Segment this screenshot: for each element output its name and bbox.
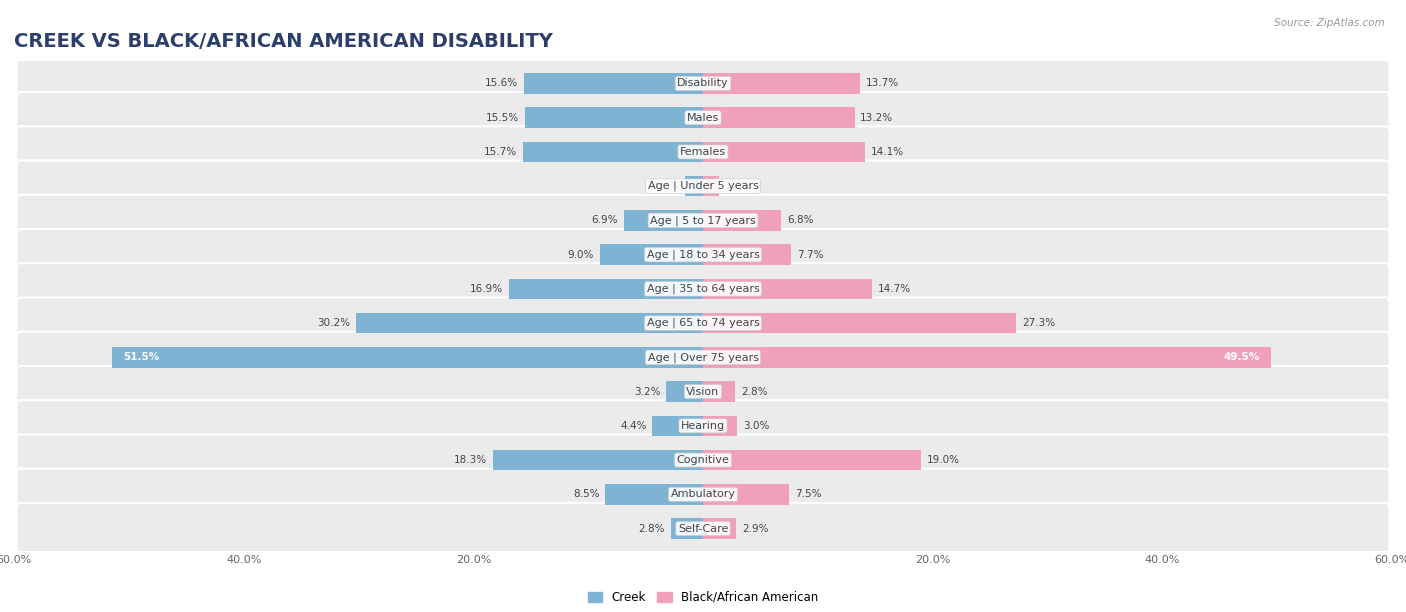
Bar xyxy=(703,73,860,94)
Bar xyxy=(703,518,737,539)
Text: 3.2%: 3.2% xyxy=(634,387,661,397)
Text: 9.0%: 9.0% xyxy=(568,250,593,259)
Bar xyxy=(624,210,703,231)
Text: 6.9%: 6.9% xyxy=(592,215,619,225)
Text: 2.8%: 2.8% xyxy=(741,387,768,397)
Text: 14.1%: 14.1% xyxy=(870,147,904,157)
Bar xyxy=(703,381,735,402)
Bar xyxy=(509,278,703,299)
Bar xyxy=(703,244,792,265)
Bar xyxy=(703,278,872,299)
Text: 27.3%: 27.3% xyxy=(1022,318,1056,328)
Text: Hearing: Hearing xyxy=(681,421,725,431)
Text: 1.6%: 1.6% xyxy=(652,181,679,191)
Bar xyxy=(703,108,855,128)
Text: Ambulatory: Ambulatory xyxy=(671,490,735,499)
Bar xyxy=(666,381,703,402)
Text: 18.3%: 18.3% xyxy=(454,455,486,465)
Bar xyxy=(671,518,703,539)
Text: Age | Under 5 years: Age | Under 5 years xyxy=(648,181,758,192)
Text: 19.0%: 19.0% xyxy=(927,455,960,465)
Text: 15.6%: 15.6% xyxy=(485,78,519,89)
Text: 2.9%: 2.9% xyxy=(742,523,769,534)
Legend: Creek, Black/African American: Creek, Black/African American xyxy=(583,586,823,608)
Text: Females: Females xyxy=(681,147,725,157)
Bar xyxy=(494,450,703,471)
Bar xyxy=(703,416,738,436)
Text: 6.8%: 6.8% xyxy=(787,215,813,225)
FancyBboxPatch shape xyxy=(17,297,1389,349)
FancyBboxPatch shape xyxy=(17,469,1389,520)
Text: Age | 5 to 17 years: Age | 5 to 17 years xyxy=(650,215,756,226)
Text: Age | 35 to 64 years: Age | 35 to 64 years xyxy=(647,283,759,294)
Bar xyxy=(703,141,865,162)
FancyBboxPatch shape xyxy=(17,195,1389,246)
Text: Age | 18 to 34 years: Age | 18 to 34 years xyxy=(647,250,759,260)
Bar xyxy=(703,484,789,504)
FancyBboxPatch shape xyxy=(17,400,1389,452)
FancyBboxPatch shape xyxy=(17,229,1389,280)
Text: Self-Care: Self-Care xyxy=(678,523,728,534)
Bar xyxy=(685,176,703,196)
Bar xyxy=(523,141,703,162)
Text: 8.5%: 8.5% xyxy=(574,490,599,499)
FancyBboxPatch shape xyxy=(17,332,1389,383)
Text: 15.7%: 15.7% xyxy=(484,147,517,157)
FancyBboxPatch shape xyxy=(17,263,1389,315)
Text: 30.2%: 30.2% xyxy=(318,318,350,328)
Text: Disability: Disability xyxy=(678,78,728,89)
Text: 51.5%: 51.5% xyxy=(124,353,159,362)
Bar xyxy=(703,313,1017,334)
Text: Males: Males xyxy=(688,113,718,122)
Text: 15.5%: 15.5% xyxy=(486,113,519,122)
Text: 7.5%: 7.5% xyxy=(794,490,821,499)
Text: 16.9%: 16.9% xyxy=(470,284,503,294)
Text: 49.5%: 49.5% xyxy=(1223,353,1260,362)
Bar xyxy=(599,244,703,265)
Text: Source: ZipAtlas.com: Source: ZipAtlas.com xyxy=(1274,18,1385,28)
Text: 4.4%: 4.4% xyxy=(620,421,647,431)
Text: Vision: Vision xyxy=(686,387,720,397)
FancyBboxPatch shape xyxy=(17,92,1389,143)
Bar xyxy=(606,484,703,504)
Bar xyxy=(703,347,1271,368)
Bar xyxy=(524,108,703,128)
Bar xyxy=(524,73,703,94)
FancyBboxPatch shape xyxy=(17,366,1389,417)
FancyBboxPatch shape xyxy=(17,58,1389,109)
Text: CREEK VS BLACK/AFRICAN AMERICAN DISABILITY: CREEK VS BLACK/AFRICAN AMERICAN DISABILI… xyxy=(14,32,553,51)
Text: Age | 65 to 74 years: Age | 65 to 74 years xyxy=(647,318,759,329)
Text: 7.7%: 7.7% xyxy=(797,250,824,259)
Text: Age | Over 75 years: Age | Over 75 years xyxy=(648,352,758,362)
Bar xyxy=(652,416,703,436)
Text: 3.0%: 3.0% xyxy=(744,421,769,431)
FancyBboxPatch shape xyxy=(17,160,1389,212)
Text: 1.4%: 1.4% xyxy=(725,181,751,191)
Bar xyxy=(111,347,703,368)
Bar xyxy=(703,176,718,196)
FancyBboxPatch shape xyxy=(17,503,1389,554)
FancyBboxPatch shape xyxy=(17,435,1389,486)
Bar xyxy=(356,313,703,334)
FancyBboxPatch shape xyxy=(17,126,1389,177)
Bar xyxy=(703,210,782,231)
Bar xyxy=(703,450,921,471)
Text: 13.7%: 13.7% xyxy=(866,78,900,89)
Text: 13.2%: 13.2% xyxy=(860,113,893,122)
Text: 2.8%: 2.8% xyxy=(638,523,665,534)
Text: 14.7%: 14.7% xyxy=(877,284,911,294)
Text: Cognitive: Cognitive xyxy=(676,455,730,465)
